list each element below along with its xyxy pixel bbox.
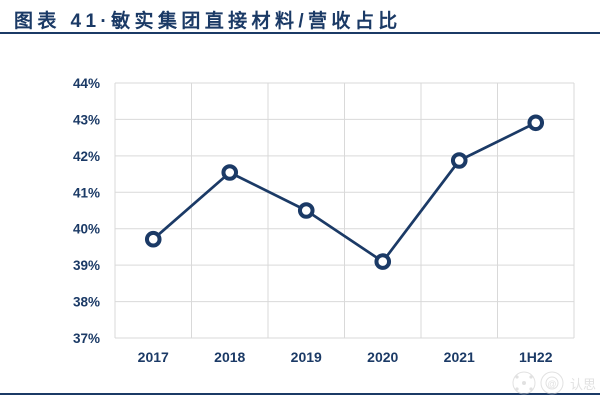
svg-text:2017: 2017	[138, 349, 169, 365]
svg-text:40%: 40%	[73, 222, 100, 237]
svg-text:2020: 2020	[367, 349, 398, 365]
svg-text:44%: 44%	[73, 76, 100, 91]
svg-text:认思: 认思	[570, 377, 596, 392]
svg-text:@: @	[547, 379, 556, 389]
svg-text:37%: 37%	[73, 331, 100, 346]
svg-text:41%: 41%	[73, 185, 100, 200]
svg-text:42%: 42%	[73, 149, 100, 164]
svg-text:43%: 43%	[73, 112, 100, 127]
svg-text:2018: 2018	[214, 349, 245, 365]
svg-text:39%: 39%	[73, 258, 100, 273]
svg-text:2019: 2019	[291, 349, 322, 365]
svg-text:38%: 38%	[73, 295, 100, 310]
svg-text:2021: 2021	[444, 349, 475, 365]
svg-text:1H22: 1H22	[519, 349, 553, 365]
